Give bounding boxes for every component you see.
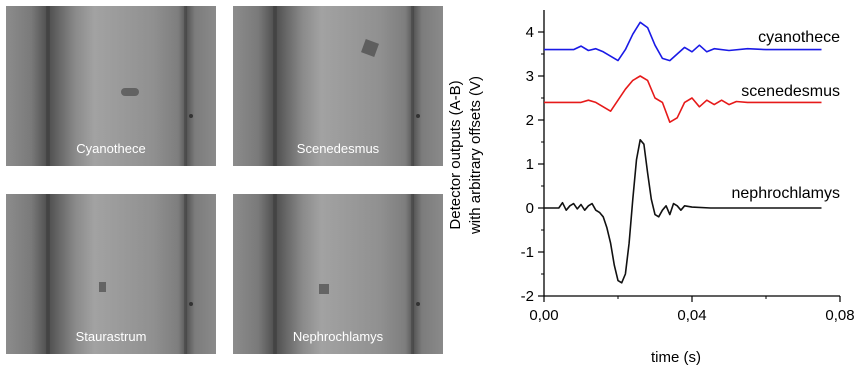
- y-tick-label: 1: [526, 156, 534, 173]
- panel-label-nephrochlamys: Nephrochlamys: [292, 329, 384, 344]
- y-tick-label: 0: [526, 200, 534, 217]
- panel-label-cyanothece: Cyanothece: [76, 141, 146, 156]
- y-tick-label: 3: [526, 68, 534, 85]
- y-tick-label: -2: [521, 288, 534, 305]
- microscope-panel-scenedesmus: Scenedesmus: [233, 6, 443, 166]
- microscope-panel-nephrochlamys: Nephrochlamys: [233, 194, 443, 354]
- series-line-cyanothece: [544, 21, 822, 62]
- y-tick-label: 4: [526, 24, 534, 41]
- series-line-scenedesmus: [544, 75, 822, 123]
- microscope-image: [6, 6, 216, 166]
- panel-label-scenedesmus: Scenedesmus: [296, 141, 380, 156]
- series-label-scenedesmus: scenedesmus: [741, 83, 840, 100]
- chart-axes: -2 -1 0 1 2 3 4 0,00 0,04 0,08: [521, 10, 855, 324]
- microscope-image: [233, 6, 443, 166]
- series-label-cyanothece: cyanothece: [758, 29, 840, 46]
- x-axis-label: time (s): [651, 349, 701, 366]
- detector-output-chart: -2 -1 0 1 2 3 4 0,00 0,04 0,08 cyanothece scenedes…: [447, 10, 855, 366]
- y-tick-label: -1: [521, 244, 534, 261]
- x-tick-label: 0,04: [677, 307, 706, 324]
- series-label-nephrochlamys: nephrochlamys: [732, 185, 841, 202]
- x-tick-label: 0,00: [529, 307, 558, 324]
- chart-plot-area: cyanothece scenedesmus nephrochlamys: [544, 21, 841, 284]
- microscope-image: [6, 194, 216, 354]
- microscope-image: [233, 194, 443, 354]
- x-tick-label: 0,08: [825, 307, 854, 324]
- y-tick-label: 2: [526, 112, 534, 129]
- y-axis-label-line1: Detector outputs (A-B): [447, 80, 464, 229]
- panel-label-staurastrum: Staurastrum: [75, 329, 147, 344]
- y-axis-label-line2: with arbitrary offsets (V): [467, 76, 484, 235]
- microscope-panel-staurastrum: Staurastrum: [6, 194, 216, 354]
- series-line-nephrochlamys: [544, 139, 822, 284]
- microscope-panel-cyanothece: Cyanothece: [6, 6, 216, 166]
